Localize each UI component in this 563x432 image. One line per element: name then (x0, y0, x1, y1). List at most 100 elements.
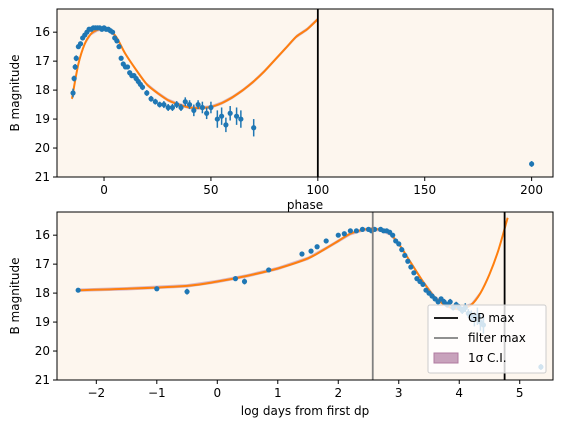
x-tick-label: 3 (395, 386, 403, 400)
point-marker (124, 64, 131, 70)
data-point (353, 228, 360, 234)
data-point (266, 267, 272, 273)
bottom-axes-frame (56, 211, 554, 381)
point-marker (139, 84, 146, 90)
x-tick-label: 0 (100, 183, 108, 197)
point-marker (359, 226, 366, 232)
data-point (219, 107, 225, 125)
point-marker (73, 55, 79, 61)
data-point (154, 286, 160, 292)
point-marker (314, 244, 320, 250)
data-point (195, 100, 201, 109)
data-point (109, 29, 116, 35)
data-point (178, 104, 184, 111)
point-marker (70, 90, 76, 96)
y-tick-label: 21 (35, 170, 50, 184)
y-tick-label: 18 (35, 83, 50, 97)
point-marker (238, 116, 244, 122)
y-tick-label: 18 (35, 286, 50, 300)
point-marker (402, 252, 408, 259)
point-marker (165, 104, 171, 111)
point-marker (182, 99, 188, 105)
data-point (75, 287, 81, 293)
data-point (139, 84, 146, 91)
bottom-x-ticks: −2 −1 0 1 2 3 4 5 (87, 380, 524, 400)
data-point (390, 232, 396, 238)
data-point (420, 281, 426, 288)
point-marker (174, 101, 180, 108)
data-point (335, 232, 341, 238)
y-tick-label: 19 (35, 315, 50, 329)
data-point (148, 95, 154, 102)
bottom-y-axis-label: B magnitude (8, 258, 22, 335)
point-marker (144, 90, 150, 96)
point-marker (195, 101, 201, 108)
data-point (204, 107, 210, 120)
data-point (165, 104, 171, 111)
point-marker (227, 110, 233, 116)
top-y-ticks: 16 17 18 19 20 21 (35, 25, 57, 184)
data-point (223, 117, 229, 133)
point-marker (353, 228, 360, 234)
y-tick-label: 21 (35, 373, 50, 387)
data-point (169, 104, 176, 111)
point-marker (214, 116, 220, 122)
x-tick-label: 5 (516, 386, 524, 400)
point-marker (223, 122, 229, 128)
data-point (118, 55, 124, 61)
x-tick-label: 100 (306, 183, 329, 197)
legend-ci-swatch (433, 352, 459, 364)
point-marker (118, 55, 124, 61)
data-point (114, 38, 120, 44)
point-marker (408, 264, 414, 270)
data-point (199, 101, 205, 114)
point-marker (335, 232, 341, 238)
data-point (174, 101, 180, 109)
data-point (152, 98, 158, 105)
data-point (208, 101, 214, 114)
point-marker (116, 44, 122, 50)
legend: GP max filter max 1σ C.I. (427, 304, 547, 374)
point-marker (71, 75, 77, 82)
data-point (233, 107, 240, 125)
point-marker (114, 38, 120, 44)
data-point (70, 88, 76, 98)
data-point (124, 64, 131, 70)
point-marker (341, 231, 347, 237)
data-point (72, 64, 78, 70)
point-marker (299, 251, 305, 257)
point-marker (219, 113, 225, 119)
data-point (157, 101, 163, 108)
bottom-panel: −2 −1 0 1 2 3 4 5 16 17 18 19 20 21 log days from fi… (8, 211, 554, 418)
top-x-ticks: 0 50 100 150 200 (100, 177, 543, 197)
x-tick-label: 1 (274, 386, 282, 400)
data-point (341, 231, 347, 237)
point-marker (77, 41, 84, 47)
data-point (191, 104, 197, 117)
legend-gp-max-label: GP max (468, 311, 515, 325)
point-marker (184, 289, 190, 295)
data-point (405, 258, 411, 264)
y-tick-label: 20 (35, 141, 50, 155)
point-marker (204, 110, 210, 116)
data-point (347, 228, 353, 234)
data-point (161, 101, 167, 109)
data-point (447, 298, 453, 305)
data-point (214, 110, 220, 128)
data-point (73, 55, 79, 62)
x-tick-label: −2 (87, 386, 105, 400)
point-marker (233, 113, 240, 119)
y-tick-label: 16 (35, 228, 50, 242)
legend-filter-max-label: filter max (468, 331, 526, 345)
x-tick-label: 50 (203, 183, 218, 197)
point-marker (161, 101, 167, 108)
data-point (529, 161, 535, 167)
data-point (227, 106, 233, 121)
y-tick-label: 16 (35, 25, 50, 39)
data-point (323, 238, 329, 244)
point-marker (152, 99, 158, 105)
top-plot-area (57, 9, 553, 177)
x-tick-label: 150 (413, 183, 436, 197)
point-marker (241, 278, 248, 285)
